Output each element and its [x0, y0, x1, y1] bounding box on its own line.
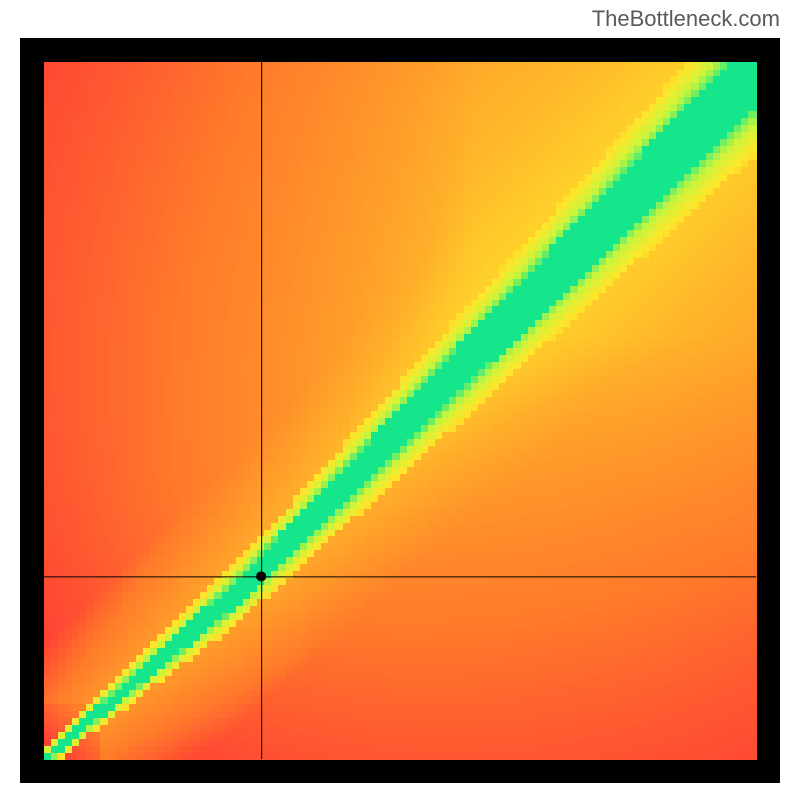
root-container: TheBottleneck.com	[0, 0, 800, 800]
watermark-text: TheBottleneck.com	[592, 6, 780, 32]
heatmap-canvas	[20, 38, 780, 783]
heatmap-plot	[20, 38, 780, 783]
